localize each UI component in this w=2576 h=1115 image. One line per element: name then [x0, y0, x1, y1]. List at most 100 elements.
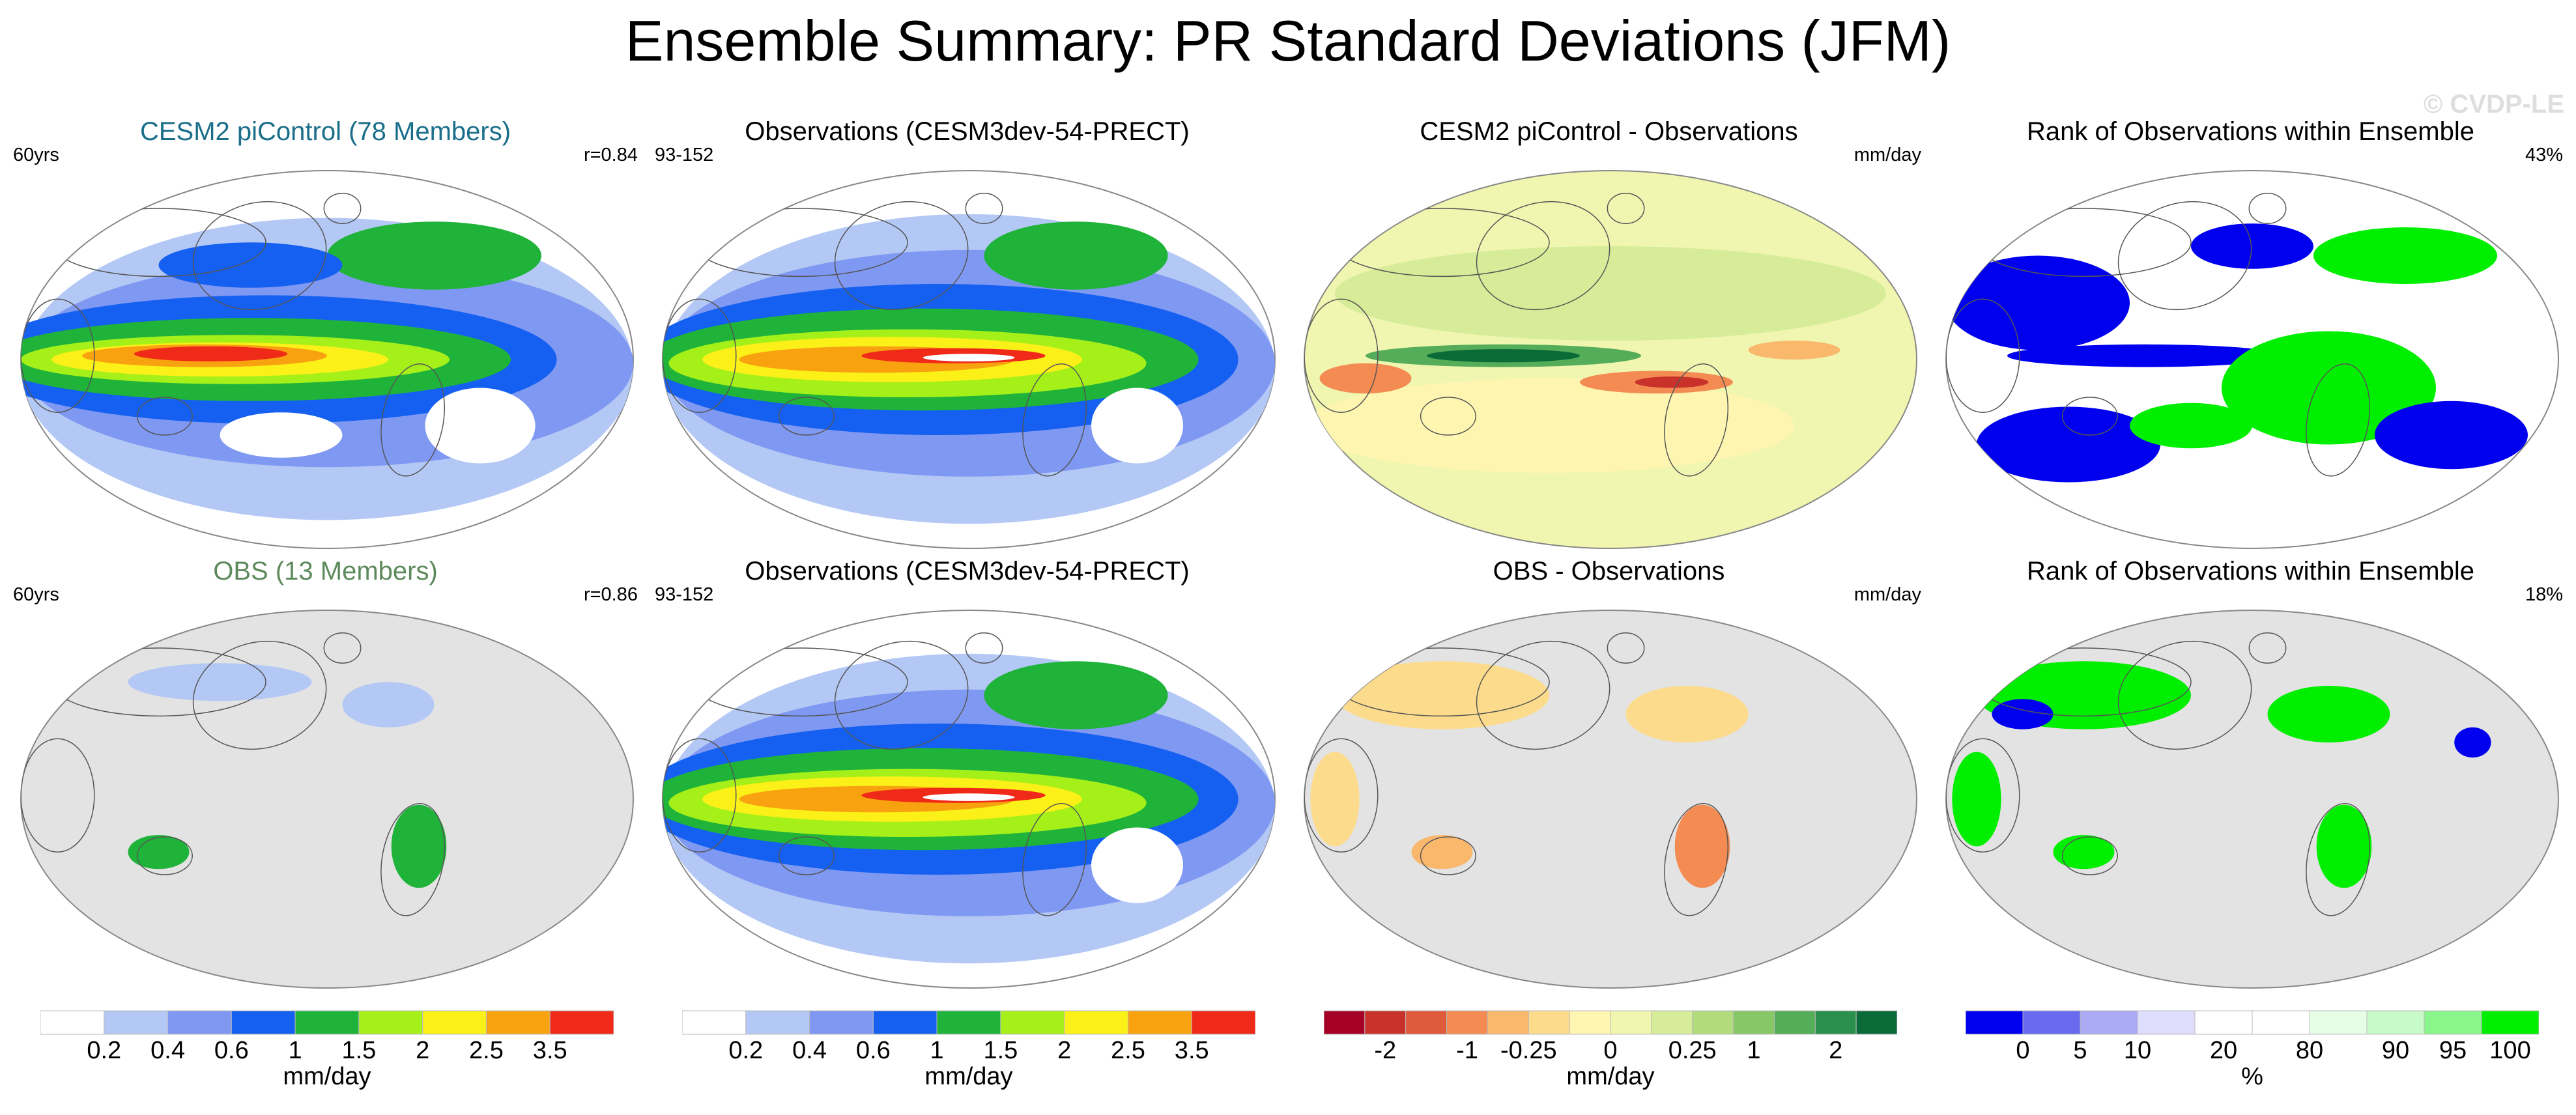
dry-zone-pacific: [220, 412, 343, 458]
colorbar-swatches: [1966, 1010, 2539, 1035]
map-panel: Observations (CESM3dev-54-PRECT) 93-152: [650, 557, 1285, 996]
storm-track-atlantic: [984, 661, 1168, 729]
colorbar-swatch: [745, 1010, 810, 1035]
colorbar-tick-label: 1.5: [983, 1037, 1018, 1064]
watermark: © CVDP-LE: [2423, 90, 2564, 119]
panel-right-note: r=0.86: [583, 584, 638, 605]
map-panel: CESM2 piControl (78 Members) 60yrs r=0.84: [8, 117, 643, 557]
colorbar-tick-label: 1: [930, 1037, 944, 1064]
colorbar-tick-label: 2.5: [1111, 1037, 1145, 1064]
africa-coastline: [1946, 298, 2020, 413]
cold-tongue: [923, 793, 1015, 801]
south-america-coastline: [1022, 363, 1087, 477]
colorbar-tick-label: -1: [1456, 1037, 1478, 1064]
colorbar-tick-label: 2.5: [469, 1037, 504, 1064]
world-map: [662, 170, 1276, 549]
australia-coastline: [1420, 836, 1476, 875]
colorbar-tick-label: 5: [2073, 1037, 2087, 1064]
rank-africa: [1952, 752, 2001, 847]
rank-low-northwest: [1946, 255, 2130, 350]
north-america-coastline: [1476, 201, 1610, 311]
colorbar-swatch: [682, 1010, 747, 1035]
world-map: [1945, 170, 2559, 549]
australia-coastline: [778, 397, 835, 436]
colorbar-tick-label: 0: [1603, 1037, 1618, 1064]
panel-title: OBS - Observations: [1493, 557, 1725, 586]
colorbar-unit: mm/day: [1566, 1063, 1655, 1090]
colorbar-swatch: [2080, 1010, 2138, 1035]
colorbar-tick-label: 0.4: [150, 1037, 185, 1064]
australia-coastline: [136, 836, 193, 875]
colorbar-tick-label: -0.25: [1500, 1037, 1557, 1064]
panel-title: Observations (CESM3dev-54-PRECT): [745, 117, 1190, 146]
colorbar-swatch: [872, 1010, 937, 1035]
colorbar-swatch: [2022, 1010, 2081, 1035]
colorbar-tick-label: 95: [2439, 1037, 2467, 1064]
colorbar: 0 5 10 20 80 90 95 100%: [1966, 1009, 2539, 1101]
colorbar-swatch: [1692, 1010, 1734, 1035]
rank-high-south: [2130, 402, 2252, 449]
panel-right-note: mm/day: [1853, 145, 1921, 165]
colorbar-swatch: [1610, 1010, 1652, 1035]
colorbar-swatch: [1064, 1010, 1128, 1035]
land-precip-eurasia: [128, 663, 312, 701]
colorbar-swatch: [1733, 1010, 1775, 1035]
panel-title: CESM2 piControl - Observations: [1420, 117, 1798, 146]
diff-equator-dark: [1427, 349, 1580, 363]
diff-atlantic: [1748, 341, 1840, 360]
colorbar-swatch: [2424, 1010, 2482, 1035]
panel-left-note: 60yrs: [13, 584, 59, 605]
colorbar-swatch: [1364, 1010, 1407, 1035]
colorbar-tick-label: 10: [2123, 1037, 2152, 1064]
colorbar-swatch: [1487, 1010, 1529, 1035]
australia-coastline: [1420, 397, 1476, 436]
colorbar-swatch: [2252, 1010, 2310, 1035]
south-america-coastline: [2306, 802, 2371, 916]
north-america-coastline: [192, 640, 327, 750]
panel-title: OBS (13 Members): [213, 557, 438, 586]
world-map: [20, 170, 634, 549]
greenland-coastline: [965, 632, 1003, 664]
australia-coastline: [2061, 397, 2118, 436]
colorbar-tick-label: 20: [2209, 1037, 2238, 1064]
africa-coastline: [21, 738, 95, 853]
greenland-coastline: [2248, 632, 2287, 664]
colorbar-swatch: [1569, 1010, 1611, 1035]
rank-high-southeast: [2222, 331, 2436, 445]
north-america-coastline: [834, 201, 969, 311]
north-america-coastline: [192, 201, 327, 311]
north-america-coastline: [2117, 640, 2252, 750]
rank-south-america: [2316, 804, 2372, 888]
south-america-coastline: [1022, 802, 1087, 916]
main-title: Ensemble Summary: PR Standard Deviations…: [625, 8, 1951, 73]
rank-low-europe: [2454, 727, 2491, 758]
storm-track-atlantic: [327, 221, 541, 290]
africa-coastline: [1304, 738, 1379, 853]
panel-title: Rank of Observations within Ensemble: [2027, 117, 2474, 146]
colorbar-swatches: [40, 1010, 614, 1035]
colorbar-tick-label: 1.5: [341, 1037, 377, 1064]
dry-zone-sa: [1091, 827, 1183, 903]
colorbar-swatch: [2481, 1010, 2539, 1035]
diff-africa: [1310, 752, 1360, 847]
diff-indian-orange: [1319, 363, 1412, 394]
colorbar-swatch: [1191, 1010, 1255, 1035]
storm-track-atlantic: [984, 221, 1168, 290]
panel-left-note: 93-152: [655, 584, 714, 605]
south-america-coastline: [1664, 363, 1729, 477]
greenland-coastline: [1607, 632, 1645, 664]
world-map: [20, 610, 634, 989]
south-america-coastline: [2306, 363, 2371, 477]
cold-tongue: [923, 354, 1015, 361]
colorbar-swatch: [358, 1010, 423, 1035]
map-panel: Rank of Observations within Ensemble 43%: [1933, 117, 2568, 557]
north-america-coastline: [1476, 640, 1610, 750]
colorbar-tick-label: 3.5: [532, 1037, 567, 1064]
colorbar-swatch: [2137, 1010, 2196, 1035]
colorbar-swatch: [2366, 1010, 2425, 1035]
greenland-coastline: [2248, 193, 2287, 224]
dry-zone-sa: [425, 388, 536, 464]
colorbar-swatch: [167, 1010, 232, 1035]
colorbar-swatch: [1814, 1010, 1857, 1035]
colorbar-swatch: [1405, 1010, 1448, 1035]
